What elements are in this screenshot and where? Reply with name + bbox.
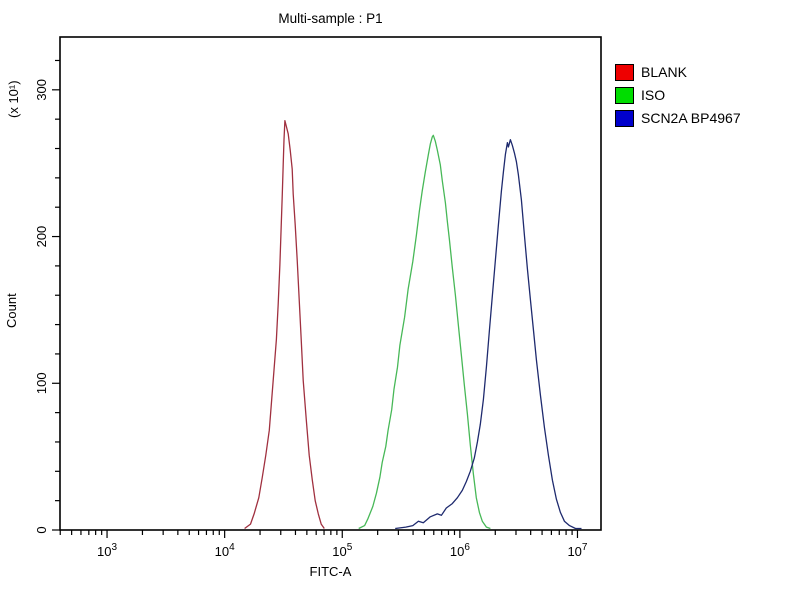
tick-labels: 103 104 105 106 107 0 100 200 300 (34, 79, 588, 559)
legend-label-scn2a: SCN2A BP4967 (641, 110, 741, 126)
tick-marks (52, 59, 579, 538)
axes (59, 36, 602, 531)
legend-item-scn2a: SCN2A BP4967 (615, 110, 741, 127)
y-tick-label: 100 (34, 372, 49, 394)
x-tick-label: 106 (450, 542, 470, 559)
legend-item-blank: BLANK (615, 64, 741, 81)
x-tick-label: 107 (567, 542, 587, 559)
legend-label-iso: ISO (641, 87, 666, 103)
y-axis-unit-label: (x 10¹) (6, 80, 21, 118)
y-tick-label: 200 (34, 226, 49, 248)
legend: BLANK ISO SCN2A BP4967 (615, 64, 741, 133)
x-axis-title: FITC-A (309, 564, 352, 579)
legend-label-blank: BLANK (641, 64, 687, 80)
y-tick-label: 0 (34, 526, 49, 533)
x-tick-label: 105 (332, 542, 352, 559)
legend-item-iso: ISO (615, 87, 741, 104)
scn2a-color-swatch (615, 110, 634, 127)
x-tick-label: 103 (97, 542, 117, 559)
x-tick-label: 104 (215, 542, 235, 559)
curve-scn2a-bp4967 (395, 139, 582, 530)
chart-title: Multi-sample : P1 (278, 11, 383, 26)
y-axis-title: Count (4, 293, 19, 328)
blank-color-swatch (615, 64, 634, 81)
y-tick-label: 300 (34, 79, 49, 101)
curve-iso (358, 134, 491, 530)
iso-color-swatch (615, 87, 634, 104)
curve-blank (244, 119, 325, 530)
